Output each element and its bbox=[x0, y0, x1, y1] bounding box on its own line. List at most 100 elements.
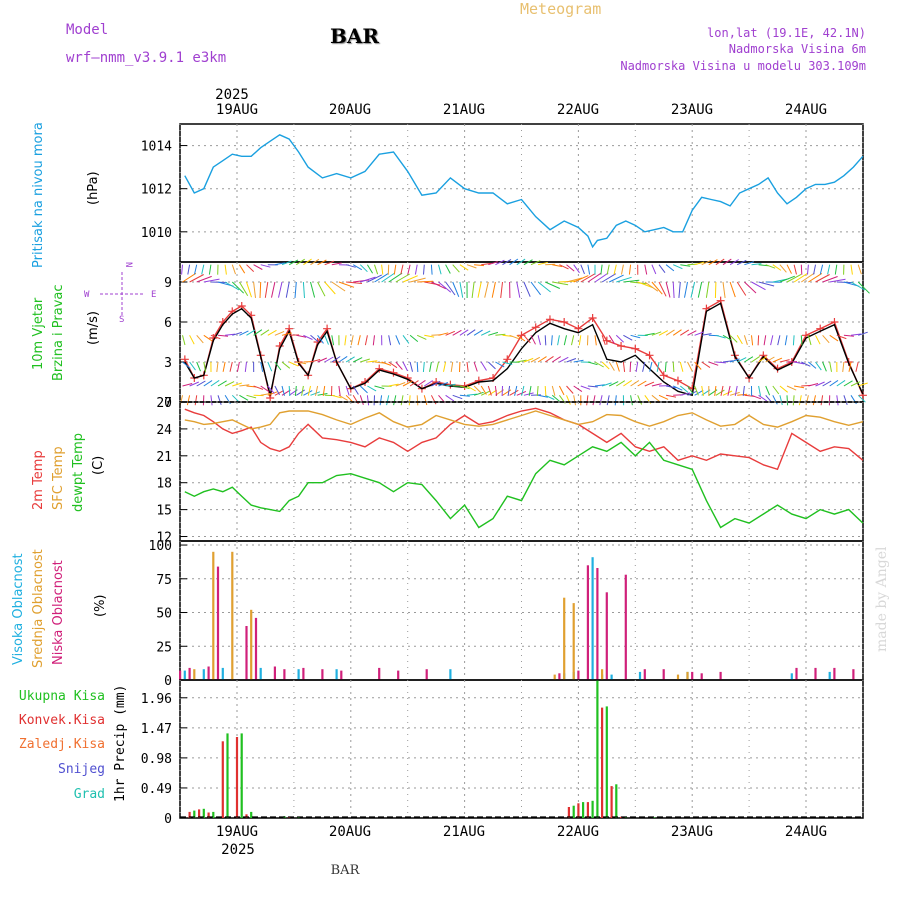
wind-barb bbox=[445, 264, 451, 274]
wind-barb bbox=[751, 394, 762, 400]
wind-barb bbox=[801, 272, 815, 283]
wind-barb bbox=[302, 281, 305, 299]
pressure-ytick-label: 1014 bbox=[141, 140, 172, 155]
wind-barb bbox=[393, 264, 397, 275]
wind-barb bbox=[331, 281, 346, 292]
precip-bar-1 bbox=[567, 807, 570, 818]
cloud-bar-2 bbox=[605, 592, 608, 680]
wind-barb bbox=[416, 361, 419, 373]
wind-barb bbox=[345, 394, 354, 403]
wind-barb bbox=[772, 385, 780, 395]
cloud-bar-1 bbox=[686, 671, 689, 680]
wind-marker bbox=[503, 355, 512, 364]
wind-barb bbox=[708, 259, 718, 266]
wind-barb bbox=[445, 383, 456, 387]
wind-barb bbox=[687, 330, 697, 336]
wind-barb bbox=[253, 264, 263, 270]
cloud-title-high: Visoka Oblacnost bbox=[11, 553, 26, 665]
wind-barb bbox=[544, 355, 554, 363]
wind-barb bbox=[352, 264, 363, 271]
wind-barb bbox=[367, 274, 383, 283]
cloud-bar-1 bbox=[250, 609, 253, 680]
wind-barb bbox=[800, 335, 803, 346]
wind-barb bbox=[857, 264, 862, 275]
wind-barb bbox=[381, 361, 392, 366]
wind-barb bbox=[793, 272, 808, 283]
wind-barb bbox=[260, 329, 270, 336]
wind-barb bbox=[701, 361, 711, 369]
wind-barb bbox=[422, 361, 425, 373]
wind-barb bbox=[352, 385, 359, 395]
wind-barb bbox=[779, 264, 787, 273]
precip-bar-0 bbox=[596, 680, 599, 818]
precip-bar-0 bbox=[212, 811, 215, 818]
wind-barb bbox=[614, 395, 617, 406]
wind-barb bbox=[431, 380, 441, 387]
wind-barb bbox=[324, 335, 329, 345]
wind-barb bbox=[459, 385, 470, 390]
wind-barb bbox=[758, 394, 768, 402]
temp-ytick-label: 15 bbox=[156, 504, 172, 519]
wind-barb bbox=[552, 281, 569, 286]
wind-barb bbox=[274, 361, 282, 371]
wind-barb bbox=[281, 361, 291, 369]
wind-barb bbox=[473, 361, 478, 372]
wind-barb bbox=[194, 395, 198, 406]
legend-zaledj-kisa: Zaledj.Kisa bbox=[19, 737, 105, 752]
wind-barb bbox=[842, 361, 845, 372]
wind-barb bbox=[834, 264, 838, 275]
wind-barb bbox=[587, 272, 602, 283]
cloud-bar-1 bbox=[231, 551, 234, 680]
cloud-bar-2 bbox=[188, 667, 191, 680]
wind-barb bbox=[672, 329, 682, 336]
wind-barb bbox=[367, 385, 377, 392]
wind-barb bbox=[395, 273, 410, 283]
wind-barb bbox=[651, 281, 663, 295]
year-label-top: 2025 bbox=[215, 87, 249, 103]
wind-barb bbox=[606, 264, 610, 275]
wind-barb bbox=[727, 385, 731, 396]
wind-barb bbox=[694, 331, 705, 336]
wind-barb bbox=[694, 261, 705, 266]
wind-barb bbox=[606, 395, 610, 406]
precip-bar-0 bbox=[226, 733, 229, 818]
wind-barb bbox=[615, 334, 624, 343]
wind-barb bbox=[224, 264, 227, 275]
wind-barb bbox=[744, 281, 757, 294]
bottom-day-label-23AUG: 23AUG bbox=[671, 824, 713, 840]
pressure-series-0 bbox=[184, 134, 864, 249]
wind-barb bbox=[514, 385, 518, 396]
legend-konvek-kisa: Konvek.Kisa bbox=[19, 713, 105, 728]
wind-barb bbox=[452, 264, 460, 273]
wind-barb bbox=[758, 281, 775, 287]
temp-ylabel: (C) bbox=[91, 456, 106, 475]
wind-barb bbox=[210, 395, 213, 406]
cloud-bar-2 bbox=[216, 566, 220, 680]
wind-barb bbox=[523, 357, 534, 363]
cloud-ytick-label: 75 bbox=[156, 573, 172, 588]
wind-barb bbox=[509, 389, 519, 396]
wind-barb bbox=[594, 272, 609, 283]
wind-barb bbox=[281, 332, 292, 336]
wind-barb bbox=[338, 385, 341, 396]
wind-barb bbox=[772, 357, 783, 363]
temp-ytick-label: 21 bbox=[156, 450, 172, 465]
wind-barb bbox=[509, 258, 519, 266]
compass-w: W bbox=[84, 290, 90, 300]
cloud-bar-2 bbox=[643, 669, 646, 680]
wind-barb bbox=[594, 384, 605, 387]
wind-barb bbox=[480, 330, 491, 336]
wind-barb bbox=[623, 334, 633, 341]
wind-barb bbox=[822, 380, 832, 387]
wind-barb bbox=[608, 381, 619, 387]
wind-barb bbox=[537, 356, 547, 363]
cloud-bar-2 bbox=[586, 565, 589, 680]
wind-barb bbox=[715, 389, 725, 396]
wind-barb bbox=[294, 385, 297, 397]
wind-barb bbox=[523, 259, 533, 266]
wind-barb bbox=[317, 259, 327, 266]
wind-marker bbox=[560, 318, 569, 326]
wind-barb bbox=[673, 264, 683, 270]
wind-barb bbox=[658, 394, 669, 400]
